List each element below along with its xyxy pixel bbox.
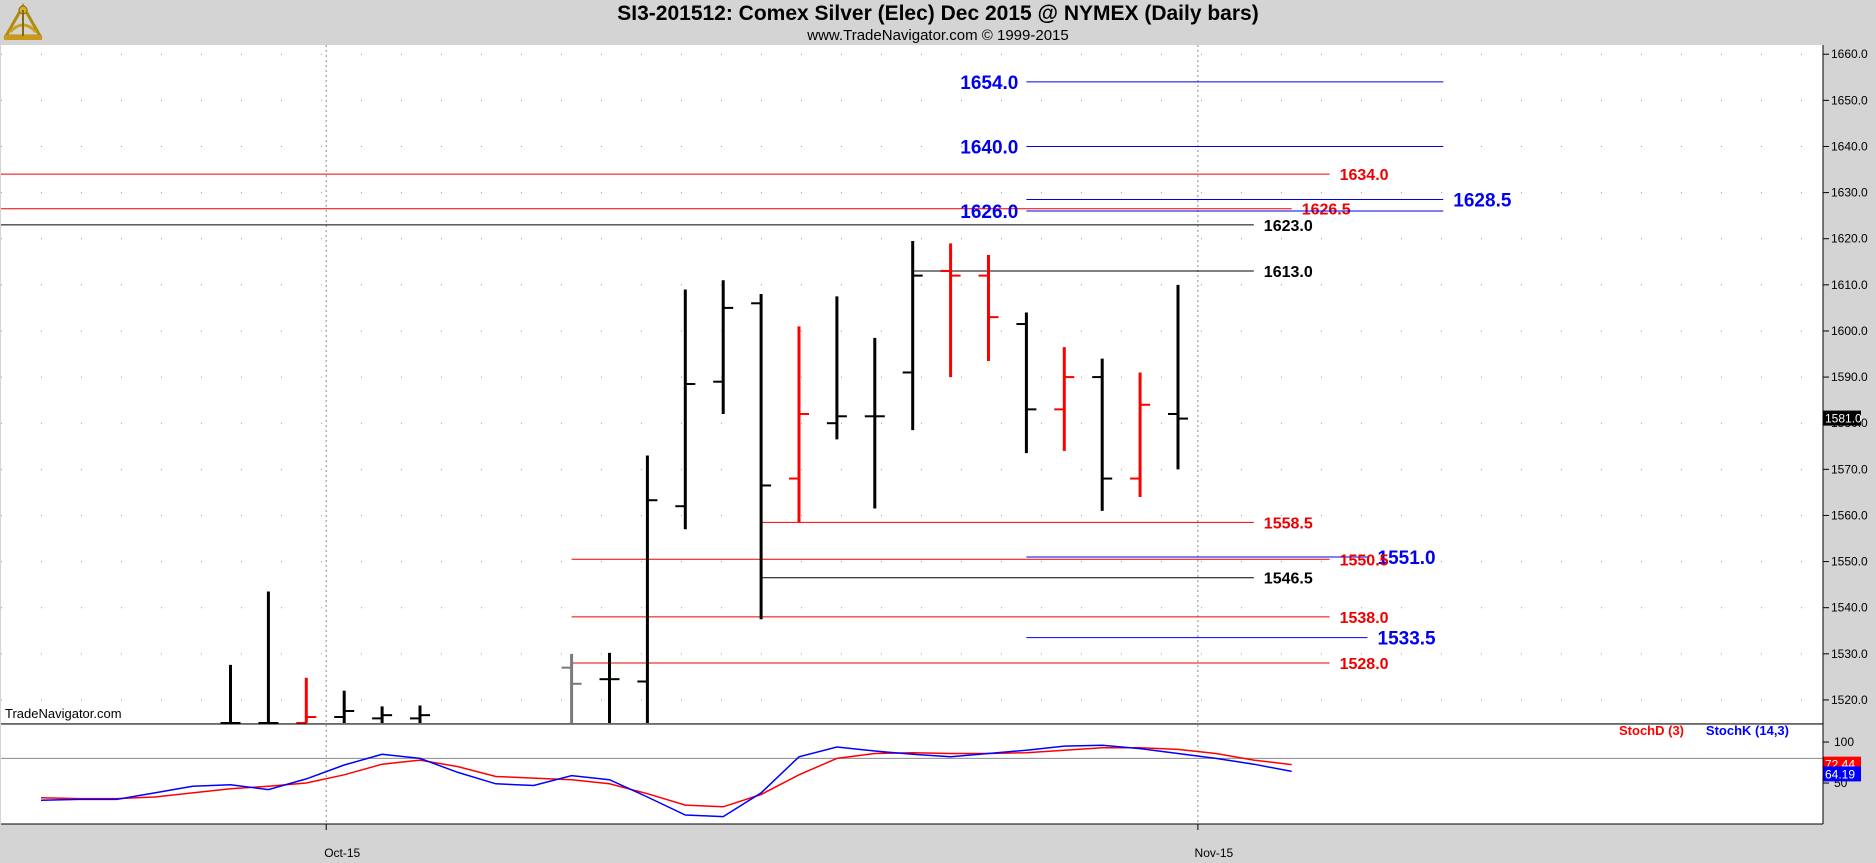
y-tick-label: 1540.0: [1831, 601, 1868, 615]
ohlc-bar: [637, 455, 658, 723]
ohlc-bar: [258, 591, 279, 724]
stoch-y-tick-label: 100: [1834, 735, 1854, 749]
y-tick-label: 1660.0: [1831, 47, 1868, 61]
level-label: 1613.0: [1264, 264, 1313, 281]
y-tick-label: 1650.0: [1831, 93, 1868, 107]
ohlc-bar: [751, 294, 772, 620]
ohlc-bar: [334, 690, 355, 723]
ohlc-bar: [1130, 372, 1151, 497]
y-tick-label: 1530.0: [1831, 647, 1868, 661]
ohlc-bar: [561, 653, 582, 723]
level-label: 1654.0: [960, 73, 1018, 94]
y-tick-label: 1640.0: [1831, 139, 1868, 153]
level-label: 1626.0: [960, 202, 1018, 223]
level-label: 1634.0: [1340, 167, 1389, 184]
level-label: 1558.5: [1264, 515, 1313, 532]
level-label: 1550.5: [1340, 552, 1389, 569]
level-label: 1533.5: [1378, 629, 1437, 650]
ohlc-bar: [220, 664, 241, 724]
last-price-badge-bg: [1823, 410, 1861, 426]
stochk-badge: 64.19: [1825, 767, 1855, 781]
y-tick-label: 1610.0: [1831, 278, 1868, 292]
ohlc-bar: [902, 241, 923, 431]
stoch-plot-area: [1, 724, 1823, 824]
date-axis: Oct-15 Nov-15: [324, 824, 1234, 860]
level-label: 1628.5: [1453, 191, 1512, 212]
stochk-badge-bg: [1823, 766, 1861, 782]
level-lines: 1654.0 1640.0 1634.0 1628.5 1626.5 1626.0 1623…: [1, 73, 1512, 673]
ohlc-bar: [675, 289, 696, 530]
y-tick-label: 1550.0: [1831, 555, 1868, 569]
watermark: TradeNavigator.com: [5, 706, 122, 721]
ohlc-bar: [410, 705, 430, 723]
level-label: 1528.0: [1340, 656, 1389, 673]
ohlc-bar: [1092, 358, 1113, 511]
y-tick-label: 1570.0: [1831, 462, 1868, 476]
legend-stochd: StochD (3): [1619, 723, 1684, 738]
y-tick-label: 1590.0: [1831, 370, 1868, 384]
y-tick-label: 1560.0: [1831, 508, 1868, 522]
price-bars: [220, 241, 1188, 724]
y-tick-label: 1620.0: [1831, 232, 1868, 246]
chart-title: SI3-201512: Comex Silver (Elec) Dec 2015…: [617, 2, 1259, 25]
level-label: 1640.0: [960, 137, 1018, 158]
y-tick-label: 1520.0: [1831, 693, 1868, 707]
level-label: 1551.0: [1378, 548, 1436, 569]
last-price-badge: 1581.0: [1825, 412, 1862, 426]
sextant-logo-icon: [3, 2, 43, 40]
level-label: 1626.5: [1302, 202, 1351, 219]
ohlc-bar: [978, 254, 999, 361]
x-tick-label: Oct-15: [324, 846, 360, 860]
ohlc-bar: [940, 243, 961, 378]
level-label: 1538.0: [1340, 610, 1389, 627]
y-tick-label: 1630.0: [1831, 186, 1868, 200]
x-tick-label: Nov-15: [1195, 846, 1234, 860]
ohlc-bar: [713, 280, 734, 414]
ohlc-bar: [1054, 347, 1075, 451]
ohlc-bar: [864, 337, 885, 509]
ohlc-bar: [826, 296, 847, 440]
level-label: 1546.5: [1264, 571, 1313, 588]
legend-stochk: StochK (14,3): [1706, 723, 1789, 738]
ohlc-bar: [1016, 312, 1037, 454]
ohlc-bar: [372, 706, 393, 723]
price-y-axis: 1660.0 1650.0 1640.0 1630.0 1620.0 1610.0 1600…: [1823, 47, 1868, 707]
y-tick-label: 1600.0: [1831, 324, 1868, 338]
ohlc-bar: [1168, 284, 1188, 470]
ohlc-bar: [789, 326, 809, 523]
level-label: 1623.0: [1264, 218, 1313, 235]
chart-subtitle: www.TradeNavigator.com © 1999-2015: [807, 27, 1069, 44]
ohlc-bar: [599, 652, 620, 723]
stoch-series-line: [40, 744, 1292, 818]
ohlc-bar: [296, 677, 317, 724]
